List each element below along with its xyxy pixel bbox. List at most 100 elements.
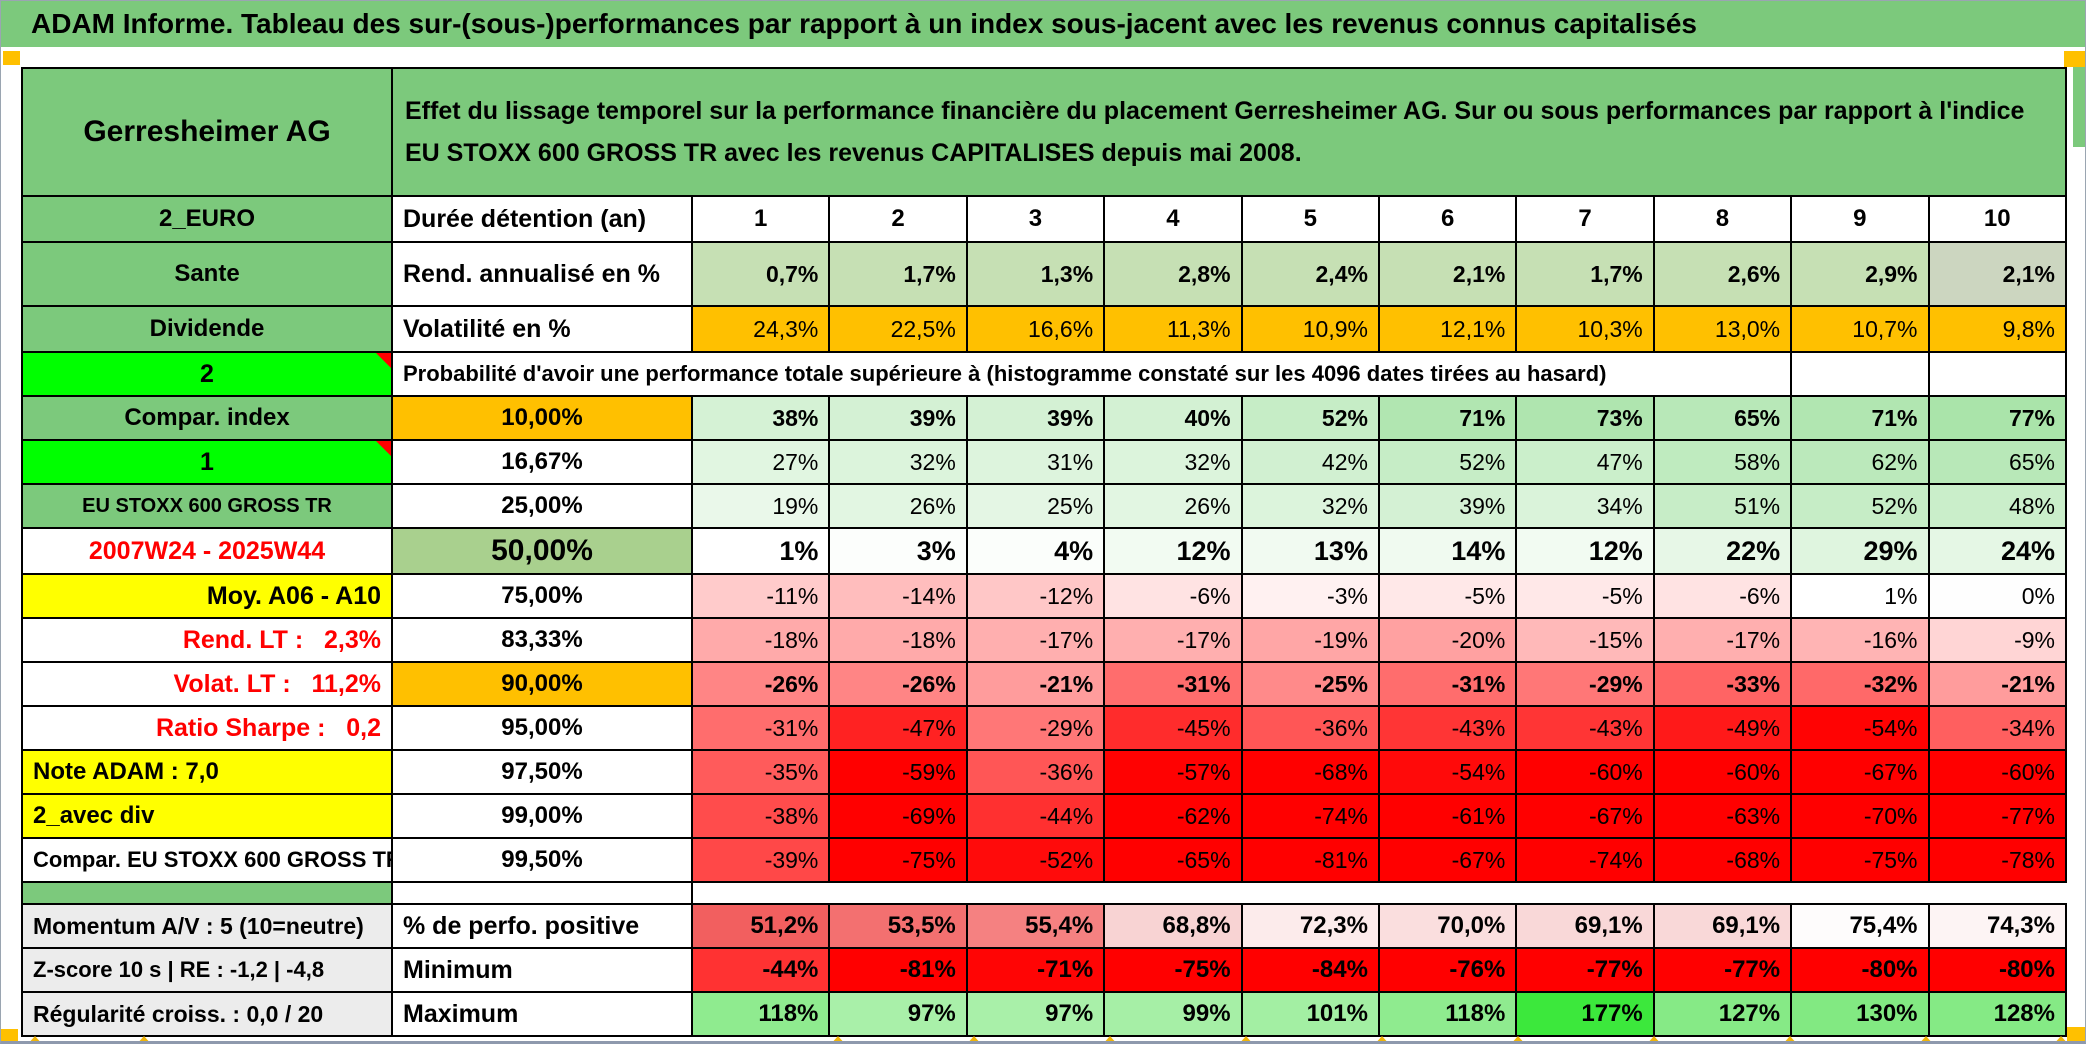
data-cell[interactable]: 24,3% (690, 305, 831, 353)
data-cell[interactable]: -59% (828, 749, 968, 795)
data-cell[interactable]: 10,7% (1790, 305, 1930, 353)
data-cell[interactable]: 13% (1240, 527, 1380, 575)
data-cell[interactable]: 2,1% (1377, 241, 1518, 307)
data-cell[interactable]: -20% (1377, 617, 1518, 663)
data-cell[interactable]: -17% (1652, 617, 1793, 663)
data-cell[interactable]: 99% (1103, 991, 1243, 1037)
data-cell[interactable]: 4% (965, 527, 1106, 575)
data-cell[interactable]: 32% (1103, 439, 1243, 485)
data-cell[interactable]: -44% (965, 793, 1106, 839)
data-cell[interactable]: 52% (1377, 439, 1518, 485)
data-cell[interactable]: -3% (1240, 573, 1380, 619)
data-cell[interactable]: 29% (1790, 527, 1930, 575)
data-cell[interactable]: -31% (1103, 661, 1243, 707)
data-cell[interactable]: 22% (1652, 527, 1793, 575)
data-cell[interactable]: -67% (1790, 749, 1930, 795)
data-cell[interactable]: 1% (1790, 573, 1930, 619)
data-cell[interactable]: 1 (690, 195, 831, 243)
data-cell[interactable]: 6 (1377, 195, 1518, 243)
row-p16-67-sublabel[interactable]: 16,67% (391, 439, 693, 485)
row-separator-merged-cell[interactable] (692, 881, 2066, 905)
data-cell[interactable]: -61% (1377, 793, 1518, 839)
data-cell[interactable]: 19% (690, 483, 831, 529)
data-cell[interactable]: 9 (1790, 195, 1930, 243)
data-cell[interactable]: -69% (828, 793, 968, 839)
row-p95-sublabel[interactable]: 95,00% (391, 705, 693, 751)
data-cell[interactable]: 62% (1790, 439, 1930, 485)
data-cell[interactable]: 69,1% (1652, 903, 1793, 949)
data-cell[interactable]: -63% (1652, 793, 1793, 839)
data-cell[interactable]: 69,1% (1515, 903, 1655, 949)
row-p83-33-label[interactable]: Rend. LT : 2,3% (21, 617, 393, 663)
data-cell[interactable]: -74% (1515, 837, 1655, 883)
data-cell[interactable]: -31% (1377, 661, 1518, 707)
data-cell[interactable]: -84% (1240, 947, 1380, 993)
data-cell[interactable]: -75% (1790, 837, 1930, 883)
empty-cell[interactable] (1790, 351, 1930, 397)
data-cell[interactable]: -34% (1927, 705, 2068, 751)
data-cell[interactable]: 68,8% (1103, 903, 1243, 949)
data-cell[interactable]: 53,5% (828, 903, 968, 949)
data-cell[interactable]: -36% (1240, 705, 1380, 751)
row-p99-5-label[interactable]: Compar. EU STOXX 600 GROSS TR (21, 837, 393, 883)
data-cell[interactable]: -32% (1790, 661, 1930, 707)
data-cell[interactable]: -43% (1377, 705, 1518, 751)
data-cell[interactable]: -19% (1240, 617, 1380, 663)
data-cell[interactable]: 71% (1377, 395, 1518, 441)
data-cell[interactable]: 3% (828, 527, 968, 575)
data-cell[interactable]: 97% (965, 991, 1106, 1037)
data-cell[interactable]: -70% (1790, 793, 1930, 839)
data-cell[interactable]: -60% (1652, 749, 1793, 795)
data-cell[interactable]: 7 (1515, 195, 1655, 243)
data-cell[interactable]: -77% (1927, 793, 2068, 839)
data-cell[interactable]: 52% (1240, 395, 1380, 441)
data-cell[interactable]: 9,8% (1927, 305, 2068, 353)
data-cell[interactable]: -29% (965, 705, 1106, 751)
data-cell[interactable]: -26% (828, 661, 968, 707)
data-cell[interactable]: 40% (1103, 395, 1243, 441)
data-cell[interactable]: -18% (828, 617, 968, 663)
data-cell[interactable]: 97% (828, 991, 968, 1037)
data-cell[interactable]: -60% (1927, 749, 2068, 795)
data-cell[interactable]: 130% (1790, 991, 1930, 1037)
row-holding-period-label[interactable]: 2_EURO (21, 195, 393, 243)
data-cell[interactable]: -26% (690, 661, 831, 707)
data-cell[interactable]: 0% (1927, 573, 2068, 619)
data-cell[interactable]: 2,9% (1790, 241, 1930, 307)
row-p90-sublabel[interactable]: 90,00% (391, 661, 693, 707)
data-cell[interactable]: 75,4% (1790, 903, 1930, 949)
data-cell[interactable]: -68% (1240, 749, 1380, 795)
data-cell[interactable]: -81% (1240, 837, 1380, 883)
data-cell[interactable]: 58% (1652, 439, 1793, 485)
data-cell[interactable]: 77% (1927, 395, 2068, 441)
data-cell[interactable]: -68% (1652, 837, 1793, 883)
data-cell[interactable]: 65% (1652, 395, 1793, 441)
data-cell[interactable]: -49% (1652, 705, 1793, 751)
data-cell[interactable]: -12% (965, 573, 1106, 619)
row-annualized-return-sublabel[interactable]: Rend. annualisé en % (391, 241, 693, 307)
row-title-block-merged-cell[interactable]: Effet du lissage temporel sur la perform… (391, 67, 2067, 197)
data-cell[interactable]: 1,7% (828, 241, 968, 307)
data-cell[interactable]: -17% (1103, 617, 1243, 663)
data-cell[interactable]: 73% (1515, 395, 1655, 441)
data-cell[interactable]: 10,3% (1515, 305, 1655, 353)
data-cell[interactable]: -75% (1103, 947, 1243, 993)
data-cell[interactable]: 1,7% (1515, 241, 1655, 307)
data-cell[interactable]: 39% (965, 395, 1106, 441)
data-cell[interactable]: -77% (1652, 947, 1793, 993)
data-cell[interactable]: 12% (1103, 527, 1243, 575)
data-cell[interactable]: 128% (1927, 991, 2068, 1037)
data-cell[interactable]: 27% (690, 439, 831, 485)
data-cell[interactable]: -57% (1103, 749, 1243, 795)
row-probability-note-merged-cell[interactable]: Probabilité d'avoir une performance tota… (390, 351, 1793, 397)
data-cell[interactable]: -25% (1240, 661, 1380, 707)
row-positive-perf-sublabel[interactable]: % de perfo. positive (391, 903, 693, 949)
empty-cell[interactable] (1927, 351, 2068, 397)
data-cell[interactable]: -71% (965, 947, 1106, 993)
data-cell[interactable]: -9% (1927, 617, 2068, 663)
data-cell[interactable]: -15% (1515, 617, 1655, 663)
data-cell[interactable]: 42% (1240, 439, 1380, 485)
row-title-block-label[interactable]: Gerresheimer AG (21, 67, 393, 197)
data-cell[interactable]: 24% (1927, 527, 2068, 575)
data-cell[interactable]: -11% (690, 573, 831, 619)
